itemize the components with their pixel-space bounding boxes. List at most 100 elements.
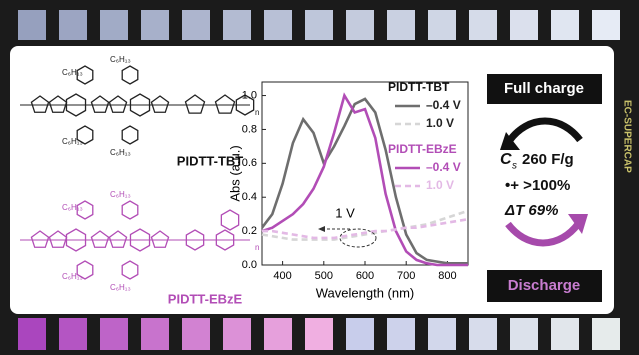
film-top (551, 10, 579, 40)
y-tick-label: 0.0 (242, 259, 257, 271)
substituent: C₆H₁₃ (110, 55, 131, 64)
substituent: C₆H₁₃ (110, 190, 131, 199)
film-top (510, 10, 538, 40)
annotation-arrowhead (318, 226, 325, 232)
x-tick-label: 800 (438, 270, 456, 282)
ring (108, 95, 128, 113)
side-label: EC-SUPERCAP (621, 100, 632, 173)
series-line (261, 92, 468, 267)
film-top (59, 10, 87, 40)
film-bottom (141, 318, 169, 350)
ring (185, 229, 205, 251)
film-top (592, 10, 620, 40)
ring (76, 125, 94, 145)
film-bottom (223, 318, 251, 350)
ring (150, 95, 170, 113)
ring (76, 260, 94, 280)
repeat-n: n (255, 243, 259, 252)
ring (108, 230, 128, 248)
ring (129, 228, 151, 252)
ring (220, 209, 240, 231)
arrowhead (500, 132, 520, 150)
film-bottom (264, 318, 292, 350)
ring (76, 200, 94, 220)
y-axis-label: Abs (a.u.) (227, 145, 242, 201)
legend-label: –0.4 V (426, 160, 461, 174)
series-line (260, 97, 468, 265)
ring (30, 95, 50, 113)
film-top (223, 10, 251, 40)
y-tick-label: 0.8 (242, 123, 257, 135)
film-bottom (59, 318, 87, 350)
ring (76, 65, 94, 85)
substituent: C₆H₁₃ (62, 68, 83, 77)
film-top (428, 10, 456, 40)
x-tick-label: 600 (356, 270, 374, 282)
ring (121, 260, 139, 280)
film-bottom (346, 318, 374, 350)
ring (121, 125, 139, 145)
structure-name: PIDTT-EBzE (168, 291, 243, 306)
substituent: C₆H₁₃ (62, 272, 83, 281)
ring (90, 230, 110, 248)
film-bottom (428, 318, 456, 350)
x-axis-label: Wavelength (nm) (316, 285, 415, 300)
annotation: 1 V (335, 205, 355, 220)
legend-label: 1.0 V (426, 116, 454, 130)
capacitance-sub: s (512, 161, 517, 172)
film-bottom (510, 318, 538, 350)
film-bottom (305, 318, 333, 350)
repeat-n: n (255, 108, 259, 117)
substituent: C₆H₁₃ (110, 283, 131, 292)
x-tick-label: 500 (315, 270, 333, 282)
transmittance: ΔT 69% (504, 202, 558, 219)
ring (215, 229, 235, 251)
x-tick-label: 700 (397, 270, 415, 282)
film-top (18, 10, 46, 40)
film-top (141, 10, 169, 40)
full-charge-box (487, 74, 602, 104)
arc-arrow (505, 221, 581, 247)
ring (90, 95, 110, 113)
ring (48, 95, 68, 113)
film-top (182, 10, 210, 40)
discharge-box (487, 270, 602, 302)
arc-arrow (507, 117, 583, 143)
substituent: C₆H₁₃ (62, 137, 83, 146)
series-line (261, 209, 469, 241)
y-tick-label: 0.2 (242, 225, 257, 237)
capacitance: 260 F/g (522, 151, 574, 168)
substituent: C₆H₁₃ (110, 148, 131, 157)
film-bottom (182, 318, 210, 350)
discharge: Discharge (508, 277, 581, 294)
film-top (469, 10, 497, 40)
legend-group: PIDTT-TBT (388, 80, 450, 94)
film-bottom (592, 318, 620, 350)
film-bottom (551, 318, 579, 350)
y-tick-label: 0.4 (242, 191, 257, 203)
full-charge: Full charge (504, 80, 584, 97)
y-tick-label: 0.6 (242, 157, 257, 169)
ring (121, 65, 139, 85)
ring (65, 93, 87, 117)
structure-name: PIDTT-TBT (177, 153, 243, 168)
ring (48, 230, 68, 248)
film-bottom (18, 318, 46, 350)
film-bottom (100, 318, 128, 350)
capacitance-symbol: C (500, 151, 512, 168)
ring (150, 230, 170, 248)
ring (65, 228, 87, 252)
legend-label: –0.4 V (426, 98, 461, 112)
legend-group: PIDTT-EBzE (388, 142, 457, 156)
y-tick-label: 1.0 (242, 89, 257, 101)
film-top (100, 10, 128, 40)
x-tick-label: 400 (273, 270, 291, 282)
ring (30, 230, 50, 248)
ring (214, 94, 236, 114)
ring (129, 93, 151, 117)
ring (184, 94, 206, 114)
substituent: C₆H₁₃ (62, 203, 83, 212)
film-top (305, 10, 333, 40)
film-top (346, 10, 374, 40)
